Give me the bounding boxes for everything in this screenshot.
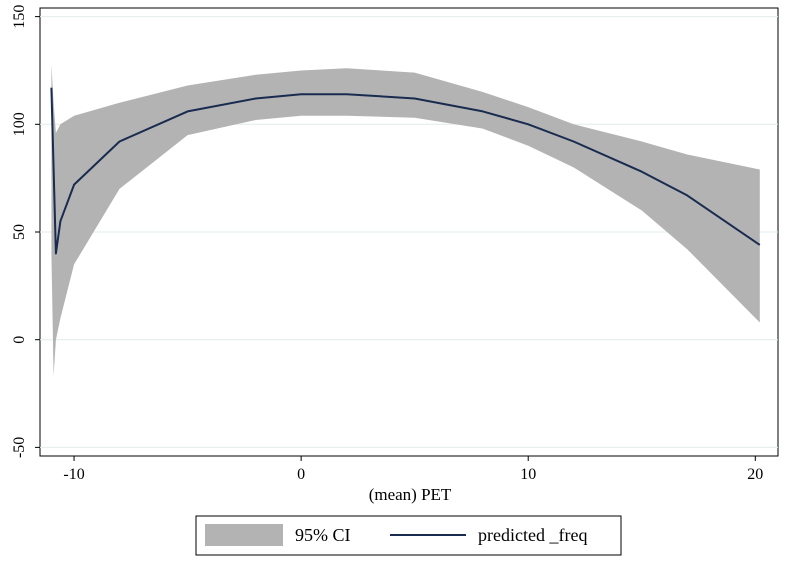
x-tick-label: 0 [297,466,305,483]
legend-label-predicted: predicted _freq [478,525,587,545]
legend: 95% CI predicted _freq [195,515,622,556]
y-tick-label: 100 [11,112,28,136]
x-axis: -10 0 10 20 [63,456,763,483]
y-tick-label: 150 [11,5,28,29]
ci-band [51,64,760,377]
x-tick-label: 10 [520,466,536,483]
y-tick-label: 0 [11,336,28,344]
grid [40,16,778,448]
y-axis: -50 0 50 100 150 [11,5,40,458]
predicted-line [50,87,761,255]
x-axis-title: (mean) PET [369,485,452,504]
ci-band-group [51,64,760,377]
legend-label-ci: 95% CI [295,525,351,545]
x-tick-label: 20 [747,466,763,483]
x-tick-label: -10 [63,466,84,483]
y-tick-label: 50 [11,224,28,240]
predicted-line-group [50,87,761,255]
legend-swatch-ci [205,524,283,546]
y-tick-label: -50 [11,437,28,458]
